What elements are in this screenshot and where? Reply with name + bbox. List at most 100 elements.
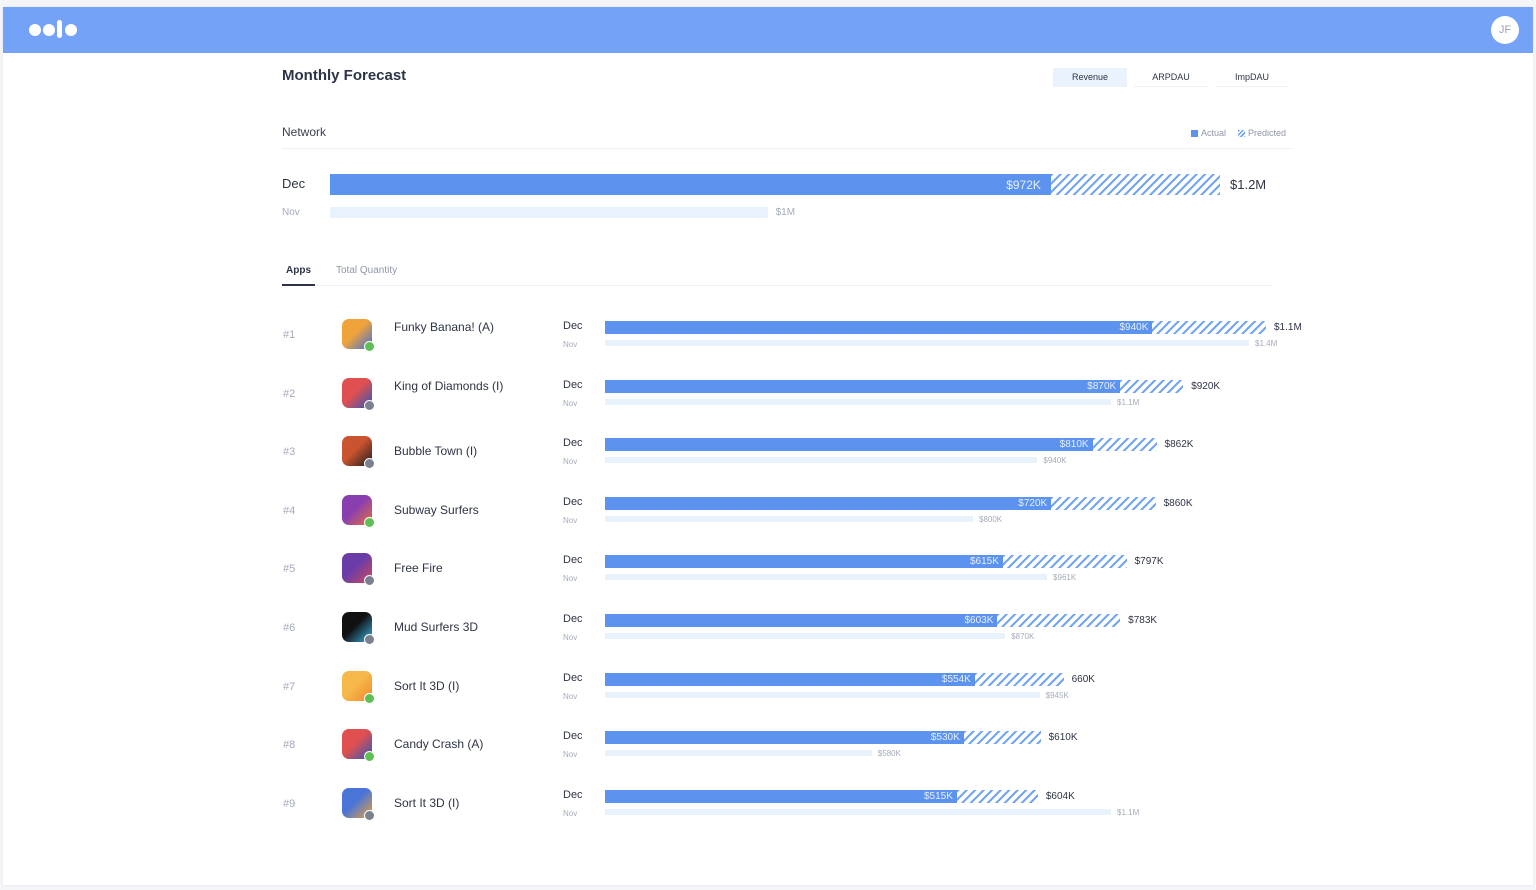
- app-dec-actual-value: $530K: [930, 732, 960, 744]
- app-nov-value: $945K: [1045, 690, 1069, 700]
- app-dec-actual-bar[interactable]: $554K: [605, 672, 975, 686]
- app-nov-bar[interactable]: [605, 750, 872, 757]
- apple-icon: [364, 399, 375, 411]
- app-dec-total-value: 660K: [1071, 673, 1095, 685]
- legend-actual: Actual: [1191, 128, 1226, 138]
- app-name[interactable]: Bubble Town (I): [394, 444, 478, 459]
- funky-banana-icon[interactable]: [342, 319, 375, 352]
- app-rank: #3: [283, 446, 296, 459]
- tab-revenue[interactable]: Revenue: [1053, 68, 1127, 87]
- app-name[interactable]: Funky Banana! (A): [394, 320, 495, 334]
- row-nov-label: Nov: [563, 691, 578, 701]
- king-of-diamonds-icon[interactable]: [342, 377, 375, 411]
- row-nov-label: Nov: [563, 340, 578, 349]
- app-dec-predicted-bar[interactable]: [1051, 496, 1156, 510]
- network-dec-actual-value: $972K: [1006, 178, 1041, 192]
- app-rank: #4: [283, 504, 296, 517]
- tab-impdau[interactable]: ImpDAU: [1215, 68, 1289, 87]
- app-name[interactable]: Sort It 3D (I): [394, 795, 460, 810]
- user-avatar[interactable]: JF: [1491, 16, 1519, 44]
- row-dec-label: Dec: [563, 788, 583, 801]
- app-dec-actual-bar[interactable]: $720K: [605, 496, 1052, 510]
- tab-apps-underline: [282, 284, 315, 286]
- app-dec-predicted-bar[interactable]: [1002, 555, 1127, 569]
- android-icon: [364, 516, 375, 528]
- app-dec-actual-bar[interactable]: $603K: [605, 614, 998, 627]
- app-dec-actual-value: $603K: [964, 615, 994, 626]
- app-nov-bar[interactable]: [605, 457, 1038, 464]
- app-dec-actual-bar[interactable]: $810K: [605, 438, 1093, 452]
- app-dec-actual-bar[interactable]: $870K: [605, 379, 1121, 393]
- app-name[interactable]: Mud Surfers 3D: [394, 620, 479, 634]
- app-dec-actual-bar[interactable]: $515K: [605, 789, 957, 803]
- network-nov-bar[interactable]: [330, 207, 768, 218]
- app-nov-value: $1.1M: [1117, 397, 1140, 407]
- free-fire-icon[interactable]: [342, 553, 375, 587]
- app-nov-bar[interactable]: [605, 691, 1040, 698]
- app-dec-total-value: $1.1M: [1274, 322, 1302, 333]
- app-dec-predicted-bar[interactable]: [1120, 379, 1184, 393]
- app-dec-total-value: $610K: [1048, 732, 1078, 744]
- app-dec-predicted-bar[interactable]: [974, 672, 1064, 686]
- app-nov-value: $580K: [877, 749, 901, 759]
- network-divider: [282, 148, 1292, 149]
- tab-total-quantity[interactable]: Total Quantity: [336, 265, 398, 276]
- row-dec-label: Dec: [563, 320, 583, 332]
- app-nov-bar[interactable]: [605, 340, 1249, 346]
- app-rank: #6: [283, 622, 296, 634]
- bubble-town-icon[interactable]: [342, 436, 375, 470]
- app-nov-bar[interactable]: [605, 633, 1006, 639]
- android-icon: [364, 341, 375, 352]
- sort-it-emoji-icon[interactable]: [342, 670, 375, 704]
- logo-icon[interactable]: [29, 20, 89, 39]
- android-icon: [364, 692, 375, 704]
- app-nov-value: $1.1M: [1117, 807, 1140, 817]
- row-nov-label: Nov: [563, 750, 578, 760]
- app-nov-bar[interactable]: [605, 808, 1111, 815]
- app-name[interactable]: Sort It 3D (I): [394, 678, 460, 693]
- app-nov-bar[interactable]: [605, 574, 1048, 581]
- row-nov-label: Nov: [563, 633, 578, 642]
- app-dec-predicted-bar[interactable]: [997, 614, 1121, 627]
- app-dec-predicted-bar[interactable]: [1152, 321, 1266, 334]
- app-dec-total-value: $862K: [1164, 439, 1194, 451]
- app-dec-actual-bar[interactable]: $940K: [605, 321, 1153, 334]
- app-dec-actual-value: $515K: [923, 790, 953, 802]
- app-dec-predicted-bar[interactable]: [1092, 438, 1157, 452]
- network-dec-actual-bar[interactable]: $972K: [330, 174, 1051, 195]
- app-dec-actual-value: $554K: [941, 673, 971, 685]
- app-name[interactable]: King of Diamonds (I): [394, 378, 504, 393]
- subway-surfers-icon[interactable]: [342, 494, 375, 528]
- tab-arpdau[interactable]: ARPDAU: [1134, 68, 1208, 87]
- app-dec-predicted-bar[interactable]: [956, 789, 1038, 803]
- app-rank: #2: [283, 387, 296, 400]
- app-nov-bar[interactable]: [605, 515, 973, 522]
- app-nov-value: $940K: [1043, 456, 1067, 466]
- app-name[interactable]: Subway Surfers: [394, 502, 479, 517]
- row-dec-label: Dec: [563, 671, 583, 684]
- app-dec-total-value: $783K: [1128, 615, 1158, 626]
- app-name[interactable]: Free Fire: [394, 561, 443, 576]
- app-nov-value: $800K: [979, 514, 1003, 524]
- tab-apps[interactable]: Apps: [286, 265, 311, 276]
- android-icon: [364, 751, 375, 763]
- row-nov-label: Nov: [563, 808, 578, 818]
- app-dec-actual-bar[interactable]: $615K: [605, 555, 1003, 569]
- app-dec-predicted-bar[interactable]: [963, 731, 1041, 745]
- legend-predicted-swatch: [1238, 130, 1245, 137]
- network-dec-predicted-bar[interactable]: [1050, 174, 1220, 195]
- legend-actual-swatch: [1191, 130, 1198, 137]
- legend-predicted: Predicted: [1238, 128, 1286, 138]
- app-rank: #1: [283, 329, 296, 341]
- app-dec-actual-bar[interactable]: $530K: [605, 731, 964, 745]
- mud-surfers-icon[interactable]: [342, 612, 375, 645]
- candy-crash-icon[interactable]: [342, 729, 375, 763]
- sort-it-tubes-icon[interactable]: [342, 787, 375, 821]
- app-name[interactable]: Candy Crash (A): [394, 737, 484, 752]
- app-dec-total-value: $797K: [1134, 556, 1164, 568]
- row-nov-label: Nov: [563, 515, 578, 525]
- row-dec-label: Dec: [563, 730, 583, 743]
- page-title: Monthly Forecast: [282, 67, 407, 84]
- row-dec-label: Dec: [563, 554, 583, 567]
- app-nov-bar[interactable]: [605, 398, 1111, 405]
